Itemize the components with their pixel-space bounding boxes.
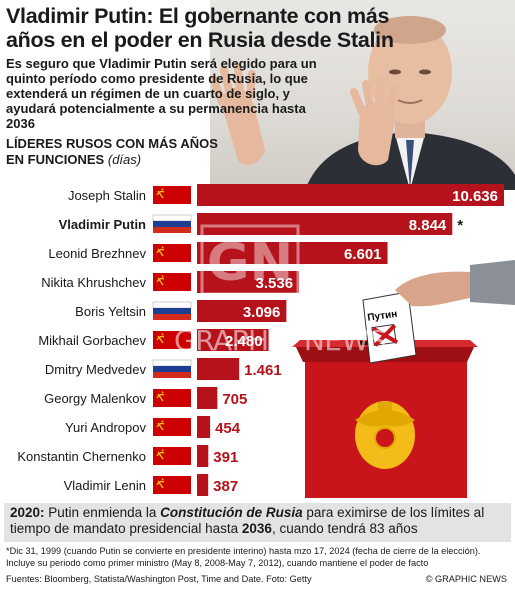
hammer-sickle	[156, 333, 165, 344]
flag-stripe	[153, 221, 191, 227]
value-label: 10.636	[452, 188, 498, 205]
flag-field	[153, 331, 191, 349]
chart-heading: LÍDERES RUSOS CON MÁS AÑOS EN FUNCIONES …	[6, 136, 236, 168]
bars-layer: Joseph Stalin 10.636 Vladimir Putin 8.844 * L…	[17, 184, 504, 496]
russian-eagle-emblem	[355, 401, 415, 469]
note-year: 2020:	[10, 505, 45, 520]
flag-field	[153, 273, 191, 291]
value-label: 391	[213, 449, 238, 466]
footnote: *Dic 31, 1999 (cuando Putin se convierte…	[6, 546, 481, 568]
note-part2: para eximirse de los límites al tiempo d…	[10, 505, 485, 536]
soviet-flag-icon	[153, 273, 191, 291]
category-label: Konstantin Chernenko	[17, 449, 146, 464]
value-label: 3.536	[256, 275, 294, 292]
value-label: 387	[213, 478, 238, 495]
category-label: Boris Yeltsin	[75, 304, 146, 319]
bar	[197, 416, 211, 438]
category-label: Vladimir Lenin	[64, 478, 146, 493]
note-part1: Putin enmienda la	[44, 505, 161, 520]
flag-field	[153, 186, 191, 204]
value-label: 6.601	[344, 246, 382, 263]
flag-field	[153, 418, 191, 436]
sources: Fuentes: Bloomberg, Statista/Washington …	[6, 574, 312, 584]
bar	[197, 474, 209, 496]
flag-field	[153, 476, 191, 494]
putin-photo	[210, 0, 515, 190]
category-label: Dmitry Medvedev	[45, 362, 147, 377]
ballot-text: Путин	[367, 309, 398, 324]
soviet-flag-icon	[153, 476, 191, 494]
hammer-sickle	[156, 449, 165, 460]
hammer-sickle	[156, 275, 165, 286]
soviet-flag-icon	[153, 244, 191, 262]
flag-stripe	[152, 301, 192, 309]
chart-unit: (días)	[107, 152, 142, 167]
category-label: Georgy Malenkov	[44, 391, 146, 406]
bar	[197, 271, 300, 293]
page-title: Vladimir Putin: El gobernante con más añ…	[6, 4, 394, 52]
page-subtitle: Es seguro que Vladimir Putin será elegid…	[6, 56, 317, 131]
category-label: Nikita Khrushchev	[41, 275, 146, 290]
bar	[197, 300, 287, 322]
category-label: Yuri Andropov	[65, 420, 146, 435]
category-label: Vladimir Putin	[59, 217, 146, 232]
soviet-flag-icon	[153, 447, 191, 465]
putin-illustration	[210, 16, 515, 190]
hammer-sickle	[156, 478, 165, 489]
value-label: 705	[222, 391, 247, 408]
russia-flag-icon	[152, 359, 192, 378]
chart-heading-text: LÍDERES RUSOS CON MÁS AÑOS EN FUNCIONES	[6, 136, 218, 167]
flag-field	[153, 447, 191, 465]
hammer-sickle	[156, 188, 165, 199]
bar	[197, 242, 388, 264]
hammer-sickle	[156, 420, 165, 431]
flag-field	[153, 389, 191, 407]
soviet-flag-icon	[153, 186, 191, 204]
russia-flag-icon	[152, 214, 192, 233]
flag-stripe	[153, 308, 191, 314]
flag-stripe	[153, 366, 191, 372]
category-label: Leonid Brezhnev	[48, 246, 146, 261]
bar	[197, 387, 218, 409]
flag-stripe	[153, 372, 191, 378]
category-label: Joseph Stalin	[68, 188, 146, 203]
flag-stripe	[153, 314, 191, 320]
value-label: 3.096	[243, 304, 281, 321]
soviet-flag-icon	[153, 418, 191, 436]
bar	[197, 329, 269, 351]
flag-stripe	[152, 359, 192, 367]
flag-stripe	[153, 227, 191, 233]
note-year-2036: 2036	[241, 521, 272, 536]
category-label: Mikhail Gorbachev	[38, 333, 146, 348]
value-label: 8.844	[409, 217, 447, 234]
ballot-box-illustration: Путин	[292, 260, 515, 498]
bar	[197, 445, 209, 467]
annotation-asterisk: *	[457, 217, 463, 234]
credit: © GRAPHIC NEWS	[425, 574, 507, 584]
note-part3: , cuando tendrá 83 años	[271, 521, 418, 536]
soviet-flag-icon	[153, 331, 191, 349]
value-label: 2.480	[225, 333, 263, 350]
bar	[197, 358, 240, 380]
value-label: 454	[215, 420, 241, 437]
russia-flag-icon	[152, 301, 192, 320]
leaders-bar-chart: Путин Joseph Stalin 10.636 Vladimir Putin 8…	[17, 184, 515, 498]
flag-field	[153, 244, 191, 262]
bar	[197, 213, 453, 235]
bar	[197, 184, 504, 206]
value-label: 1.461	[244, 362, 282, 379]
constitution-note: 2020: Putin enmienda la Constitución de …	[4, 503, 511, 542]
hammer-sickle	[156, 246, 165, 257]
flag-stripe	[152, 214, 192, 222]
soviet-flag-icon	[153, 389, 191, 407]
note-emphasis: Constitución de Rusia	[160, 505, 303, 520]
hammer-sickle	[156, 391, 165, 402]
